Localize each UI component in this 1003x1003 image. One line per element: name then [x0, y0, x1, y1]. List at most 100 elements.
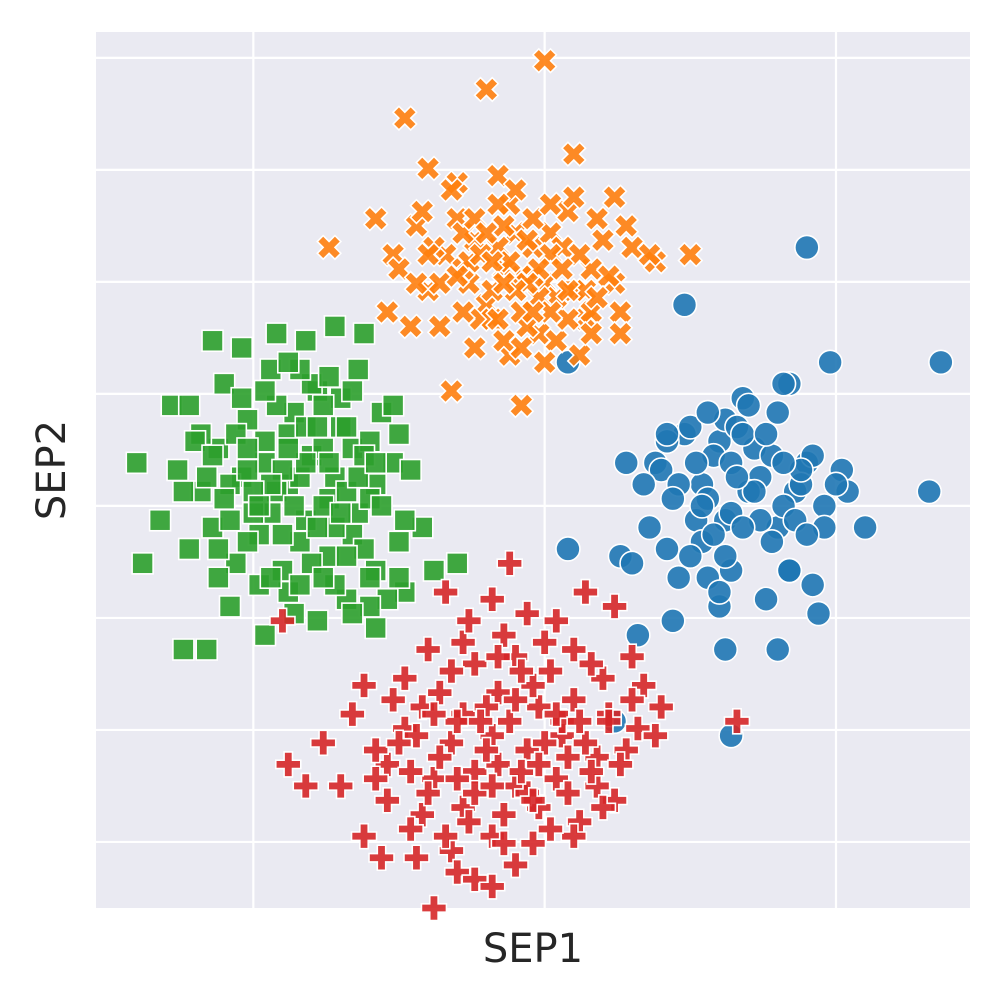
point-plus-98 — [467, 708, 494, 735]
point-square-100 — [370, 494, 393, 518]
point-plus-110 — [519, 786, 547, 814]
point-square-116 — [276, 350, 300, 374]
point-plus-19 — [391, 664, 419, 692]
point-x-80 — [444, 263, 471, 290]
point-plus-114 — [397, 758, 424, 785]
point-plus-89 — [537, 815, 564, 843]
point-circle-86 — [776, 557, 803, 584]
point-circle-72 — [753, 421, 779, 447]
point-plus-45 — [607, 751, 634, 778]
point-x-95 — [537, 191, 564, 218]
point-square-109 — [236, 437, 259, 460]
point-x-93 — [485, 191, 511, 218]
point-square-98 — [294, 451, 318, 475]
point-square-35 — [201, 329, 224, 353]
point-square-115 — [358, 566, 382, 590]
point-square-63 — [207, 537, 230, 561]
point-circle-66 — [677, 543, 704, 569]
point-plus-102 — [566, 708, 593, 735]
point-plus-10 — [461, 650, 489, 678]
point-plus-79 — [572, 729, 599, 757]
point-circle-82 — [928, 349, 954, 376]
point-x-89 — [479, 248, 506, 275]
point-plus-91 — [473, 736, 500, 764]
point-circle-29 — [805, 600, 832, 627]
x-axis-label: SEP1 — [483, 926, 583, 972]
point-circle-70 — [660, 485, 686, 512]
point-x-46 — [607, 320, 634, 347]
point-square-73 — [183, 429, 207, 453]
point-plus-99 — [525, 751, 553, 778]
point-circle-84 — [671, 292, 698, 318]
point-square-12 — [148, 508, 172, 532]
point-x-45 — [566, 342, 593, 369]
point-plus-51 — [374, 786, 401, 814]
point-circle-8 — [654, 536, 680, 562]
point-plus-0 — [496, 550, 523, 577]
point-square-92 — [282, 494, 306, 518]
point-plus-5 — [601, 593, 628, 620]
point-x-83 — [520, 205, 546, 232]
point-x-41 — [636, 241, 663, 268]
point-plus-112 — [554, 743, 582, 771]
point-x-97 — [490, 270, 517, 297]
point-circle-23 — [660, 607, 686, 634]
point-x-0 — [531, 47, 558, 74]
point-plus-37 — [642, 722, 669, 749]
point-plus-97 — [577, 650, 605, 678]
point-square-0 — [125, 451, 149, 475]
point-x-90 — [549, 256, 576, 282]
point-plus-28 — [624, 715, 652, 742]
point-square-94 — [329, 501, 353, 525]
point-square-39 — [323, 315, 347, 338]
point-plus-18 — [426, 679, 454, 706]
point-plus-24 — [484, 679, 512, 706]
point-plus-111 — [478, 772, 506, 800]
point-plus-88 — [455, 808, 483, 836]
series-2-square — [125, 315, 469, 661]
point-x-3 — [362, 205, 389, 232]
point-plus-50 — [327, 772, 355, 800]
point-circle-78 — [712, 636, 739, 663]
point-circle-57 — [630, 471, 657, 498]
point-square-78 — [230, 386, 253, 410]
point-circle-69 — [770, 450, 797, 476]
point-x-52 — [508, 392, 535, 419]
point-x-4 — [415, 155, 442, 182]
point-plus-2 — [478, 585, 506, 613]
point-circle-41 — [764, 399, 791, 426]
point-plus-75 — [531, 729, 558, 757]
point-x-31 — [677, 241, 704, 268]
point-plus-77 — [496, 708, 523, 735]
y-axis-label: SEP2 — [29, 420, 75, 520]
point-plus-86 — [414, 779, 442, 807]
point-square-95 — [218, 508, 242, 532]
point-x-8 — [380, 241, 407, 268]
point-x-42 — [374, 299, 401, 325]
point-circle-40 — [636, 514, 663, 541]
point-plus-9 — [414, 636, 442, 663]
point-square-104 — [341, 379, 364, 403]
point-plus-29 — [339, 700, 366, 728]
point-circle-64 — [712, 543, 739, 569]
point-x-96 — [584, 284, 611, 311]
point-x-86 — [531, 349, 558, 376]
point-plus-80 — [426, 743, 454, 771]
point-circle-10 — [811, 493, 838, 519]
point-plus-22 — [408, 693, 436, 721]
point-plus-49 — [292, 772, 320, 800]
point-x-12 — [613, 212, 640, 239]
point-circle-18 — [916, 478, 943, 505]
point-x-76 — [589, 227, 616, 254]
point-square-103 — [311, 394, 335, 417]
series-3-plus — [269, 550, 751, 922]
point-x-94 — [450, 299, 477, 325]
series-1-x — [316, 47, 704, 419]
point-square-124 — [288, 573, 312, 597]
point-circle-19 — [613, 450, 640, 476]
point-circle-28 — [619, 550, 645, 577]
point-plus-20 — [350, 672, 378, 699]
point-x-84 — [566, 241, 593, 268]
point-x-1 — [473, 76, 500, 103]
point-x-91 — [514, 227, 541, 254]
